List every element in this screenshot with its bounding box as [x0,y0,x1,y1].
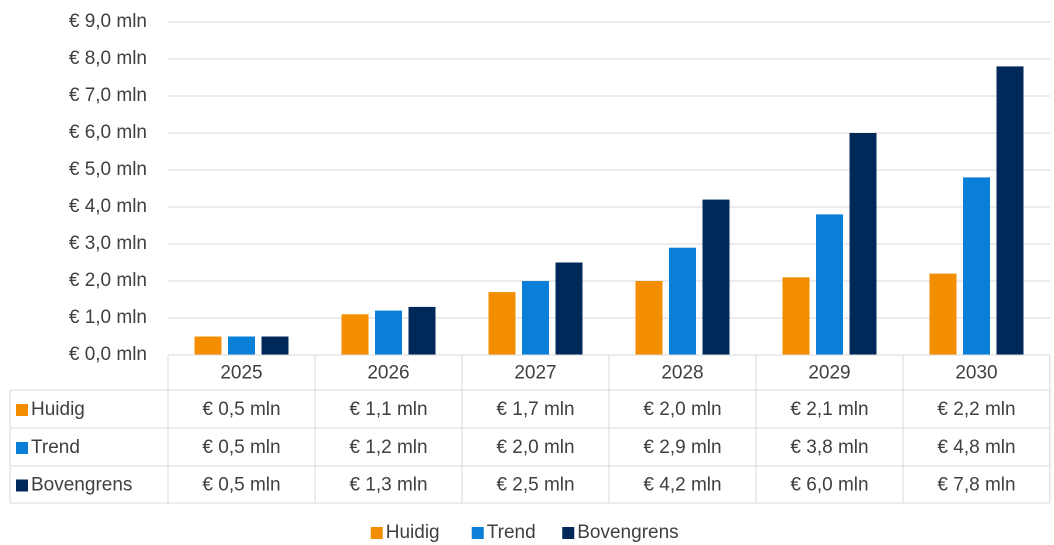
bar [408,306,436,355]
table-value: € 2,9 mln [643,437,721,458]
bar [782,277,810,355]
table-value: € 6,0 mln [790,475,868,496]
bar [261,336,289,355]
x-tick-label: 2026 [367,363,409,384]
table-value: € 0,5 mln [202,475,280,496]
y-tick-label: € 6,0 mln [69,122,147,143]
legend-key [471,527,484,539]
bar [194,336,222,355]
legend-label: Bovengrens [577,522,678,543]
y-tick-label: € 3,0 mln [69,233,147,254]
table-legend-key [16,479,28,492]
y-tick-label: € 7,0 mln [69,85,147,106]
table-series-name: Huidig [31,399,85,420]
bar [488,292,516,355]
bar [669,247,696,355]
x-tick-label: 2028 [661,363,703,384]
x-tick-label: 2027 [514,363,556,384]
table-series-name: Trend [31,437,80,458]
y-tick-label: € 9,0 mln [69,11,147,32]
y-tick-label: € 1,0 mln [69,307,147,328]
bar [702,199,730,355]
table-value: € 2,2 mln [937,399,1015,420]
bar [375,310,402,355]
legend-label: Trend [487,522,536,543]
table-value: € 2,0 mln [496,437,574,458]
x-tick-label: 2025 [220,363,262,384]
legend-key [562,527,575,539]
table-value: € 1,3 mln [349,475,427,496]
table-value: € 3,8 mln [790,437,868,458]
table-value: € 4,8 mln [937,437,1015,458]
bar [816,214,843,355]
table-value: € 2,1 mln [790,399,868,420]
table-value: € 2,0 mln [643,399,721,420]
y-tick-label: € 5,0 mln [69,159,147,180]
bar [996,66,1024,356]
bar [929,273,957,355]
table-series-name: Bovengrens [31,475,132,496]
table-value: € 1,2 mln [349,437,427,458]
table-value: € 0,5 mln [202,399,280,420]
x-tick-label: 2029 [808,363,850,384]
bar [522,281,549,355]
bar [963,177,990,355]
table-legend-key [16,442,28,454]
table-value: € 1,7 mln [496,399,574,420]
table-legend-key [16,404,28,416]
legend-label: Huidig [386,522,440,543]
y-tick-label: € 0,0 mln [69,344,147,365]
bar [555,262,583,355]
legend-key [370,527,383,539]
y-tick-label: € 4,0 mln [69,196,147,217]
bar [228,336,255,355]
bar [849,133,877,355]
x-tick-label: 2030 [955,363,997,384]
y-tick-label: € 2,0 mln [69,270,147,291]
bar [341,314,369,355]
table-value: € 7,8 mln [937,475,1015,496]
table-value: € 0,5 mln [202,437,280,458]
table-value: € 1,1 mln [349,399,427,420]
table-value: € 4,2 mln [643,475,721,496]
y-tick-label: € 8,0 mln [69,48,147,69]
table-value: € 2,5 mln [496,475,574,496]
bar [635,281,663,355]
